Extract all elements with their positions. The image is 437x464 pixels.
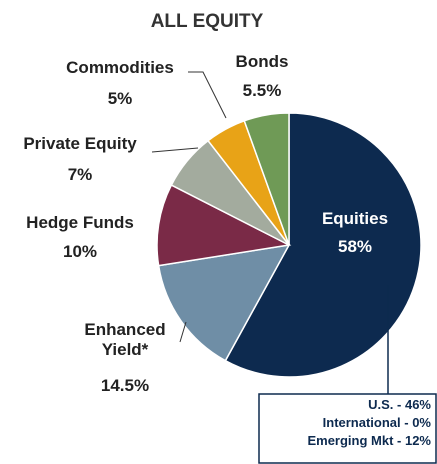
value-label: 5.5% [242, 81, 282, 100]
note: U.S. - 46% [368, 397, 431, 412]
leader-line [188, 71, 227, 119]
leader-line [179, 321, 187, 343]
slice-label: Enhanced Yield* [84, 320, 166, 359]
slice [243, 112, 290, 246]
value-label: 10% [62, 242, 98, 261]
slice-label: Hedge Funds [26, 213, 134, 232]
callout-box [258, 393, 437, 464]
slices [156, 112, 422, 378]
slice [157, 244, 291, 362]
slice-label: Bonds [235, 52, 289, 71]
slice [224, 112, 422, 378]
value-label: 7% [67, 165, 93, 184]
note: Emerging Mkt - 12% [307, 433, 431, 448]
value-label: 5% [107, 89, 133, 108]
chart-title: ALL EQUITY [150, 11, 264, 32]
slice-label: Equities [321, 209, 389, 228]
value-label: 14.5% [100, 376, 150, 395]
value-label: 58% [337, 237, 373, 256]
slice-label: Private Equity [23, 134, 137, 153]
leader-line [151, 147, 199, 153]
slice-label: Commodities [66, 58, 174, 77]
note: International - 0% [322, 415, 431, 430]
slice [156, 184, 292, 267]
